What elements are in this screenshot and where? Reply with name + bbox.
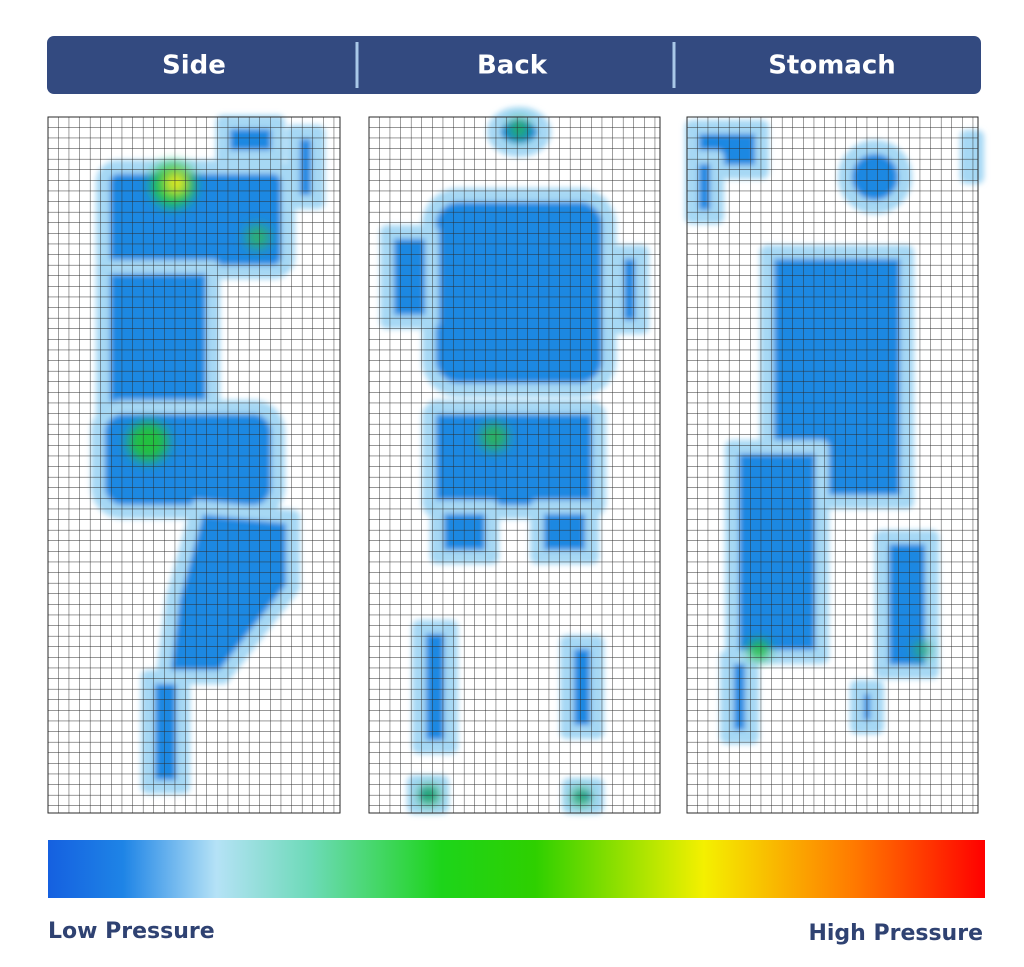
side-map: [47, 115, 341, 814]
low-label: Low Pressure: [48, 919, 215, 944]
tab-label[interactable]: Stomach: [768, 51, 896, 81]
map-layer: [47, 116, 341, 814]
high-label: High Pressure: [808, 921, 983, 946]
pressure-scale: [48, 840, 985, 898]
back-map: [368, 107, 661, 814]
tab-label[interactable]: Back: [477, 51, 548, 81]
header-bar: [47, 36, 981, 94]
map-layer: [368, 116, 661, 814]
tab-label[interactable]: Side: [162, 51, 226, 81]
stomach-map: [685, 116, 984, 814]
map-layer: [686, 116, 979, 814]
